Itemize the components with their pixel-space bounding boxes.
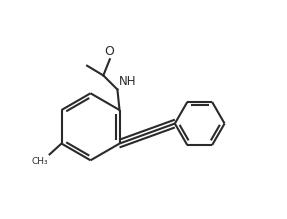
Text: NH: NH	[119, 75, 136, 88]
Text: O: O	[104, 45, 114, 58]
Text: CH₃: CH₃	[32, 157, 49, 166]
